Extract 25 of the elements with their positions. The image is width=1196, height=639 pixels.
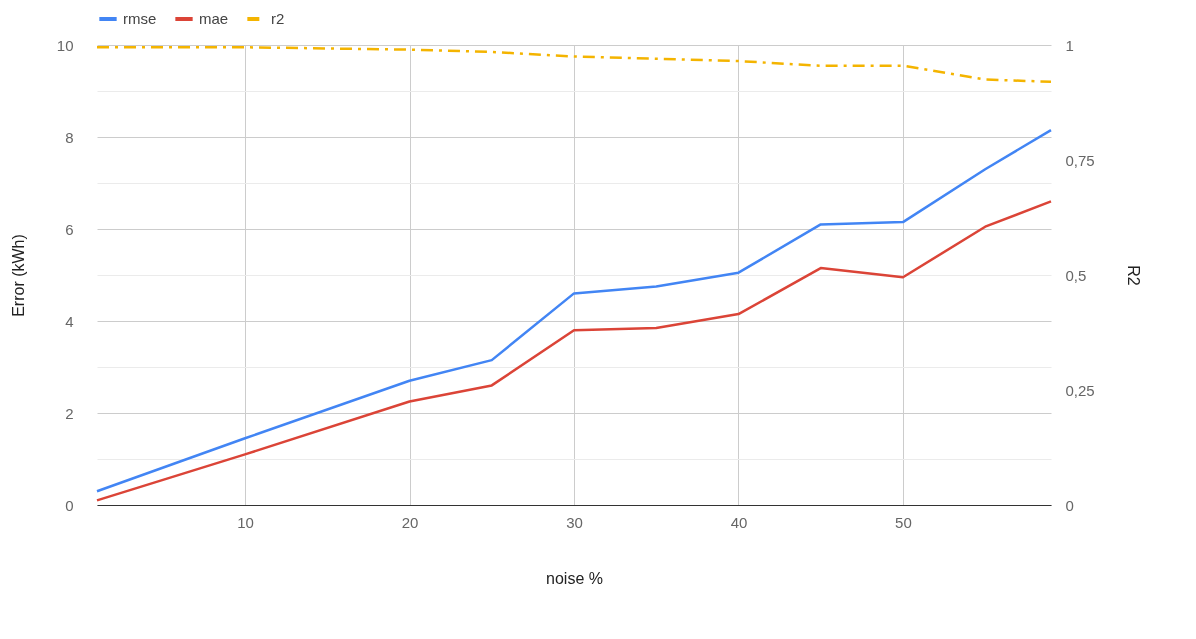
- x-tick-label: 20: [401, 513, 419, 531]
- y2-tick-label: 0: [1065, 496, 1074, 514]
- y2-tick-label: 0,25: [1065, 381, 1095, 399]
- x-tick-label: 10: [237, 513, 254, 531]
- y2-axis-title: R2: [1124, 265, 1142, 286]
- y2-tick-label: 0,5: [1065, 266, 1087, 284]
- legend-label: r2: [271, 10, 285, 27]
- y2-tick-label: 0,75: [1065, 151, 1095, 169]
- x-tick-label: 50: [895, 513, 912, 531]
- y-tick-label: 2: [65, 404, 74, 422]
- line-series: [95, 200, 1053, 502]
- line-series: [95, 46, 1053, 84]
- x-tick-label: 30: [566, 513, 583, 531]
- y-tick-label: 4: [65, 312, 74, 330]
- y2-tick-label: 1: [1065, 36, 1074, 54]
- x-tick-label: 40: [730, 513, 748, 531]
- y-tick-label: 6: [65, 220, 74, 238]
- x-axis-title: noise %: [546, 569, 603, 587]
- y-tick-label: 0: [65, 496, 74, 514]
- y-tick-label: 10: [56, 36, 74, 54]
- legend-label: rmse: [123, 10, 157, 27]
- line-series: [95, 128, 1053, 493]
- y-axis-title: Error (kWh): [9, 234, 27, 317]
- y-tick-label: 8: [65, 128, 74, 146]
- legend-label: mae: [199, 10, 229, 27]
